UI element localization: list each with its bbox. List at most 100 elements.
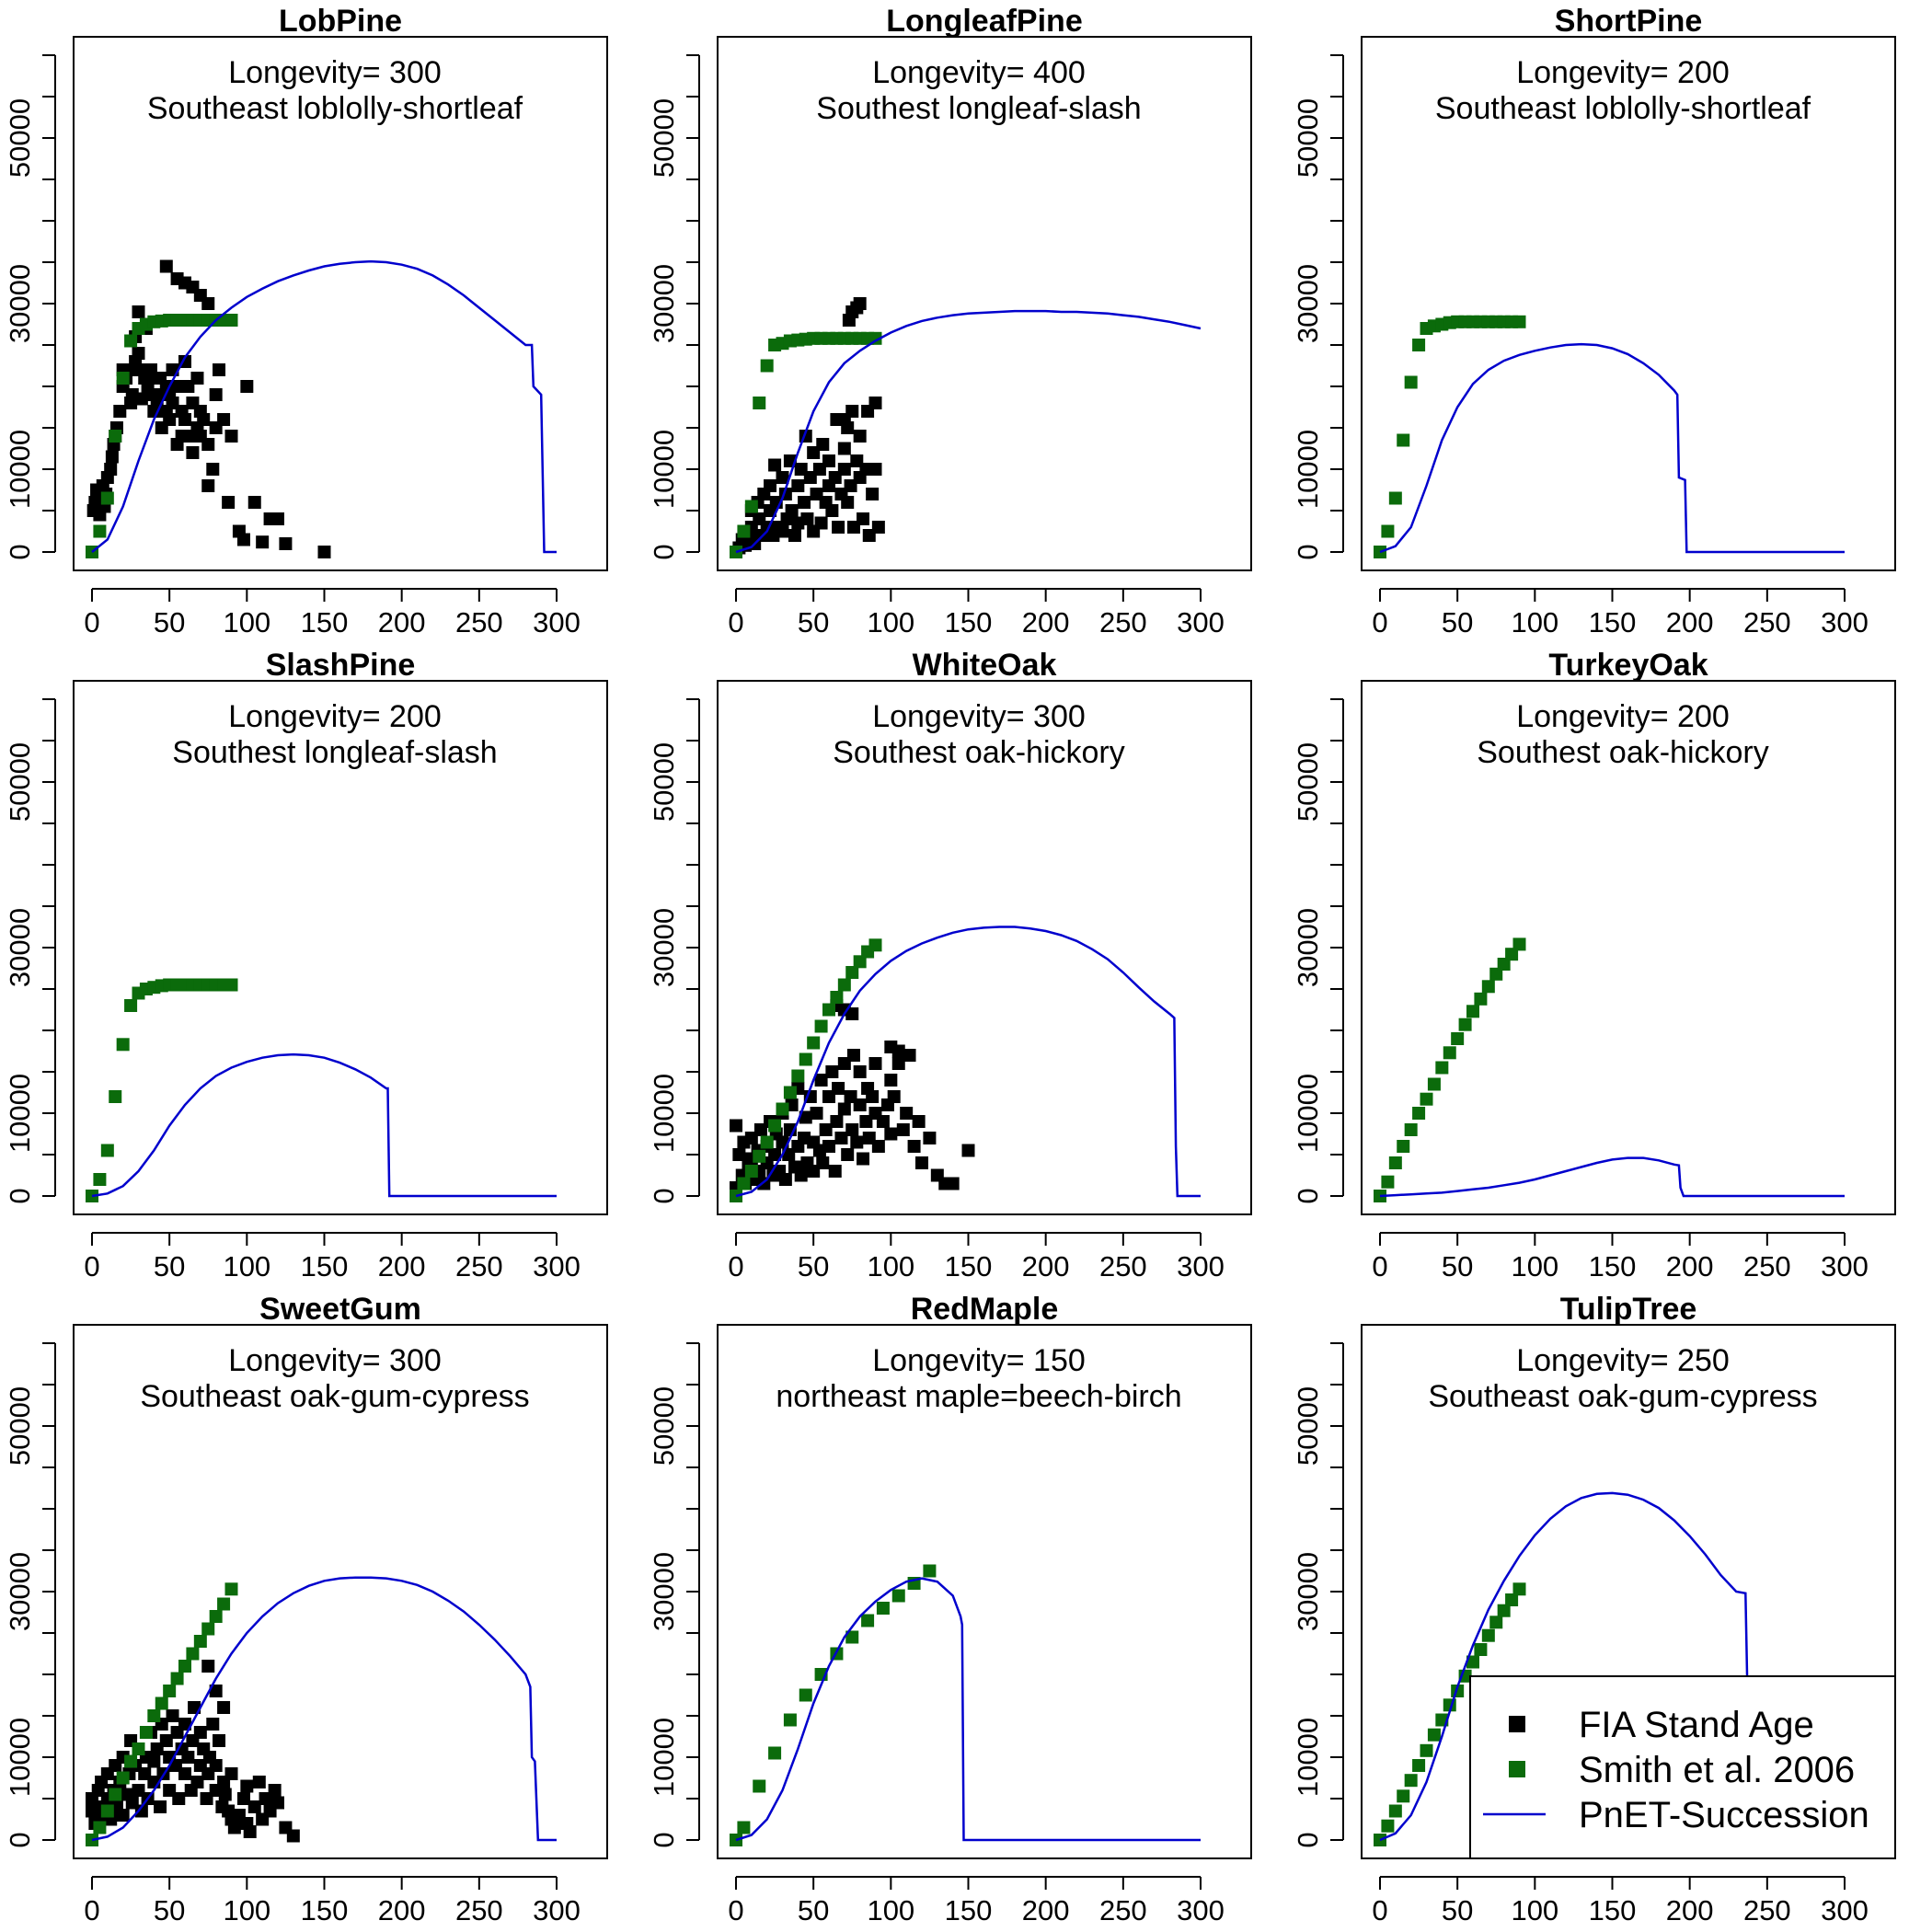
fia-stand-age-point xyxy=(868,1057,882,1070)
y-tick-label: 30000 xyxy=(648,908,680,987)
fia-stand-age-point xyxy=(907,1140,921,1153)
smith-et-al-2006-point xyxy=(1388,1156,1402,1169)
plot-frame xyxy=(1361,36,1896,571)
y-tick-label: 30000 xyxy=(1292,264,1324,343)
x-tick-label: 200 xyxy=(1666,606,1714,638)
fia-stand-age-point xyxy=(830,1115,844,1128)
fia-stand-age-point xyxy=(825,1065,839,1078)
fia-stand-age-point xyxy=(132,347,145,360)
fia-stand-age-point xyxy=(853,297,867,310)
fia-stand-age-point xyxy=(154,1800,167,1813)
plot-frame xyxy=(73,1324,608,1859)
fia-stand-age-point xyxy=(105,450,119,464)
fia-stand-age-point xyxy=(857,512,870,525)
data-layer xyxy=(86,259,557,558)
fia-stand-age-point xyxy=(730,1119,742,1133)
smith-et-al-2006-point xyxy=(170,1672,184,1685)
fia-stand-age-point xyxy=(837,463,851,476)
smith-et-al-2006-point xyxy=(1397,1140,1410,1153)
smith-et-al-2006-point xyxy=(124,334,138,348)
forest-type-label: Southeast oak-gum-cypress xyxy=(140,1379,529,1414)
fia-stand-age-point xyxy=(800,512,814,525)
fia-stand-age-point xyxy=(887,1090,901,1103)
x-tick-label: 150 xyxy=(301,1894,349,1926)
fia-stand-age-point xyxy=(732,1148,746,1161)
x-tick-label: 150 xyxy=(1589,1894,1637,1926)
y-tick-label: 50000 xyxy=(1292,742,1324,822)
smith-et-al-2006-point xyxy=(753,397,766,409)
plot-frame xyxy=(73,680,608,1215)
smith-et-al-2006-point xyxy=(853,955,867,969)
smith-et-al-2006-point xyxy=(1489,1616,1503,1629)
fia-stand-age-point xyxy=(799,1110,812,1124)
x-tick-label: 200 xyxy=(1666,1894,1714,1926)
fia-stand-age-point xyxy=(116,1809,130,1822)
smith-et-al-2006-point xyxy=(1512,937,1526,951)
x-tick-label: 200 xyxy=(1666,1250,1714,1282)
x-tick-label: 250 xyxy=(1743,606,1791,638)
fia-stand-age-point xyxy=(213,1734,226,1747)
fia-stand-age-point xyxy=(768,458,782,472)
forest-type-label: Southeast loblolly-shortleaf xyxy=(147,91,523,126)
smith-et-al-2006-point xyxy=(1412,1107,1426,1120)
legend: FIA Stand Age Smith et al. 2006 PnET-Succe… xyxy=(1469,1675,1896,1859)
fia-stand-age-point xyxy=(181,1751,195,1764)
data-layer xyxy=(730,297,1202,558)
fia-stand-age-point xyxy=(798,496,811,509)
fia-stand-age-point xyxy=(816,1156,830,1169)
legend-marker-smith-et-al-2006 xyxy=(1509,1761,1525,1777)
fia-stand-age-point xyxy=(201,438,215,451)
panel-title: SweetGum xyxy=(259,1292,421,1327)
smith-et-al-2006-point xyxy=(1458,1018,1472,1031)
fia-stand-age-point xyxy=(819,1123,833,1136)
legend-label: PnET-Succession xyxy=(1579,1795,1869,1835)
x-tick-label: 150 xyxy=(945,1894,993,1926)
y-tick-label: 30000 xyxy=(4,1552,36,1631)
x-tick-label: 150 xyxy=(1589,606,1637,638)
y-tick-label: 50000 xyxy=(1292,1386,1324,1466)
y-tick-label: 50000 xyxy=(4,1386,36,1466)
smith-et-al-2006-point xyxy=(224,978,238,992)
fia-stand-age-point xyxy=(884,1127,898,1141)
fia-stand-age-point xyxy=(201,479,215,492)
smith-et-al-2006-point xyxy=(1466,1005,1479,1018)
smith-et-al-2006-point xyxy=(1427,1728,1441,1742)
fia-stand-age-point xyxy=(240,380,254,393)
fia-stand-age-point xyxy=(871,1140,885,1153)
x-tick-label: 200 xyxy=(378,606,426,638)
legend-label: Smith et al. 2006 xyxy=(1579,1750,1855,1790)
x-tick-label: 50 xyxy=(154,1894,185,1926)
forest-type-label: Southest longleaf-slash xyxy=(816,91,1141,126)
fia-stand-age-point xyxy=(822,454,835,467)
fia-stand-age-point xyxy=(866,1090,880,1103)
fia-stand-age-point xyxy=(222,496,236,509)
y-tick-label: 10000 xyxy=(4,1074,36,1153)
x-tick-label: 50 xyxy=(154,606,185,638)
fia-stand-age-point xyxy=(193,1726,207,1739)
fia-stand-age-point xyxy=(218,1788,232,1801)
y-tick-label: 50000 xyxy=(648,742,680,822)
y-tick-label: 10000 xyxy=(648,1718,680,1797)
fia-stand-age-point xyxy=(243,1825,257,1838)
y-tick-label: 30000 xyxy=(4,264,36,343)
y-tick-label: 30000 xyxy=(4,908,36,987)
fia-stand-age-point xyxy=(776,471,789,484)
fia-stand-age-point xyxy=(837,413,851,426)
x-tick-label: 300 xyxy=(1177,1894,1225,1926)
smith-et-al-2006-point xyxy=(830,991,844,1004)
fia-stand-age-point xyxy=(279,537,293,550)
fia-stand-age-point xyxy=(853,1098,867,1111)
smith-et-al-2006-point xyxy=(1388,491,1402,505)
fia-stand-age-point xyxy=(814,1074,828,1087)
longevity-label: Longevity= 300 xyxy=(228,1343,442,1378)
longevity-label: Longevity= 250 xyxy=(1516,1343,1730,1378)
smith-et-al-2006-point xyxy=(791,1069,805,1083)
fia-stand-age-point xyxy=(271,1796,284,1810)
fia-stand-age-point xyxy=(853,430,867,443)
fia-stand-age-point xyxy=(217,1701,231,1714)
